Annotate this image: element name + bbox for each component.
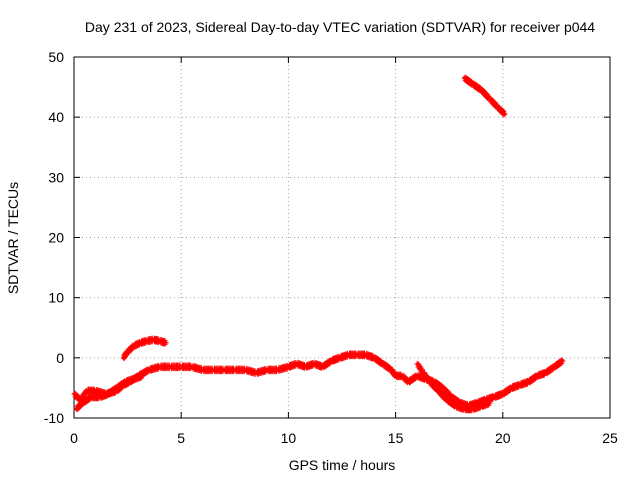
data-point bbox=[487, 400, 493, 406]
data-point bbox=[501, 108, 507, 114]
data-point bbox=[500, 107, 506, 113]
y-tick-label: 10 bbox=[48, 290, 64, 306]
x-axis-label: GPS time / hours bbox=[289, 457, 396, 473]
data-point bbox=[433, 384, 439, 390]
data-point bbox=[163, 340, 169, 346]
data-point bbox=[419, 367, 425, 373]
y-tick-label: 50 bbox=[48, 49, 64, 65]
data-point bbox=[386, 364, 392, 370]
data-point bbox=[446, 390, 452, 396]
y-tick-label: 0 bbox=[56, 350, 64, 366]
data-point bbox=[391, 369, 397, 375]
data-point bbox=[378, 358, 384, 364]
y-tick-label: 30 bbox=[48, 169, 64, 185]
data-point bbox=[442, 393, 448, 399]
data-point bbox=[468, 78, 474, 84]
data-point bbox=[476, 84, 482, 90]
data-point bbox=[140, 373, 146, 379]
data-points bbox=[71, 74, 566, 414]
x-tick-label: 15 bbox=[388, 430, 404, 446]
x-tick-label: 25 bbox=[602, 430, 618, 446]
data-point bbox=[426, 376, 432, 382]
data-point bbox=[455, 397, 461, 403]
data-point bbox=[502, 111, 508, 117]
y-tick-label: -10 bbox=[44, 410, 64, 426]
chart-title: Day 231 of 2023, Sidereal Day-to-day VTE… bbox=[85, 19, 595, 35]
x-tick-label: 10 bbox=[281, 430, 297, 446]
data-point bbox=[403, 375, 409, 381]
data-point bbox=[485, 92, 491, 98]
data-point bbox=[450, 400, 456, 406]
data-point bbox=[493, 101, 499, 107]
data-point bbox=[438, 382, 444, 388]
grid-lines bbox=[74, 57, 610, 418]
y-tick-label: 40 bbox=[48, 109, 64, 125]
data-point bbox=[559, 357, 565, 363]
data-point bbox=[560, 358, 566, 364]
y-tick-label: 20 bbox=[48, 230, 64, 246]
y-axis-label: SDTVAR / TECUs bbox=[5, 182, 21, 294]
x-tick-label: 20 bbox=[495, 430, 511, 446]
tick-labels: 0 5 10 15 20 25 -10 0 10 20 30 40 50 bbox=[44, 49, 618, 446]
x-tick-label: 5 bbox=[177, 430, 185, 446]
x-tick-label: 0 bbox=[70, 430, 78, 446]
axis-ticks bbox=[73, 56, 611, 419]
data-point bbox=[75, 393, 81, 399]
